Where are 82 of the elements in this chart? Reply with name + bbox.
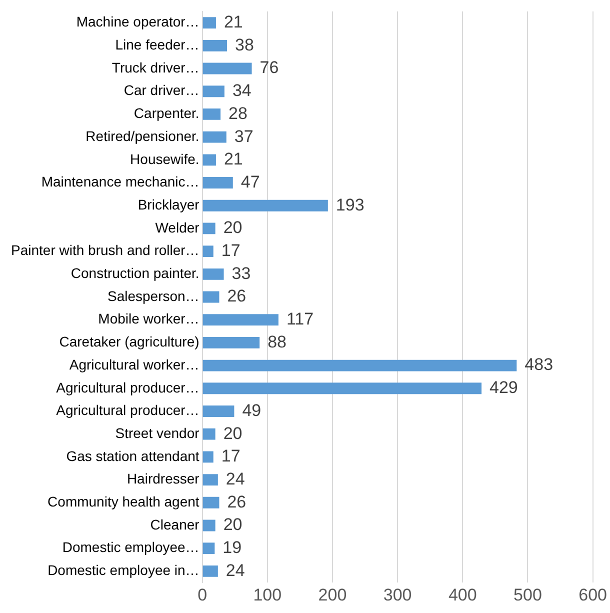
y-tick-label: Domestic employee in… [48, 562, 200, 578]
y-tick-label: Construction painter. [70, 265, 200, 282]
y-tick-label: Housewife. [130, 150, 200, 167]
data-label: 21 [224, 12, 243, 32]
bar [202, 62, 252, 74]
data-label: 21 [224, 150, 243, 169]
bar [202, 336, 260, 348]
y-tick-label: Mobile worker… [98, 310, 200, 327]
x-tick-label: 300 [383, 585, 412, 604]
bar [202, 542, 215, 554]
y-tick-label: Domestic employee… [62, 539, 200, 556]
data-label: 76 [260, 58, 279, 78]
bar [202, 108, 221, 120]
y-tick-label: Agricultural producer… [56, 402, 200, 418]
bar [202, 406, 234, 417]
data-label: 24 [226, 560, 245, 580]
data-label: 193 [336, 195, 364, 214]
y-tick-label: Cleaner [150, 516, 200, 532]
y-tick-label: Retired/pensioner. [86, 128, 200, 144]
bar [202, 496, 220, 508]
bar [202, 565, 218, 577]
x-tick-label: 600 [578, 585, 608, 604]
bar [202, 154, 216, 166]
bar [202, 520, 216, 532]
data-label: 33 [232, 264, 251, 283]
x-tick-label: 0 [198, 585, 208, 604]
y-tick-label: Carpenter. [134, 105, 200, 122]
y-tick-label: Community health agent [48, 493, 200, 510]
data-label: 117 [286, 310, 314, 329]
y-tick-label: Welder [155, 219, 200, 236]
bar [202, 177, 233, 188]
y-tick-label: Line feeder… [115, 36, 200, 53]
data-label: 17 [221, 240, 240, 260]
y-tick-label: Maintenance mechanic… [41, 174, 200, 190]
bar [202, 222, 216, 234]
y-tick-label: Bricklayer [138, 196, 200, 212]
x-tick-label: 400 [448, 585, 477, 604]
data-label: 24 [226, 469, 245, 488]
x-tick-label: 500 [514, 585, 542, 604]
bar [202, 131, 226, 143]
x-tick-label: 100 [253, 585, 282, 604]
bar [202, 200, 328, 212]
y-tick-label: Truck driver… [112, 59, 200, 76]
data-label: 47 [240, 172, 260, 192]
y-tick-label: Painter with brush and roller… [10, 242, 200, 258]
data-label: 37 [234, 126, 254, 146]
y-tick-label: Caretaker (agriculture) [59, 334, 200, 350]
data-label: 17 [221, 446, 240, 466]
y-tick-label: Salesperson… [107, 288, 200, 304]
bar [202, 40, 228, 52]
data-label: 483 [524, 355, 554, 374]
bar [202, 246, 214, 258]
bar [202, 428, 216, 440]
bar [202, 268, 224, 280]
y-tick-label: Machine operator… [76, 14, 200, 30]
y-tick-label: Hairdresser [126, 470, 200, 487]
data-label: 20 [223, 424, 242, 443]
x-tick-label: 200 [318, 585, 347, 604]
y-tick-label: Gas station attendant [66, 448, 200, 464]
bar [202, 474, 218, 486]
data-label: 49 [242, 400, 262, 420]
bar [202, 382, 482, 394]
bar [202, 451, 214, 463]
bar [202, 291, 220, 303]
data-label: 28 [228, 104, 248, 123]
y-tick-label: Street vendor [115, 424, 200, 441]
data-label: 19 [222, 538, 242, 558]
y-tick-label: Agricultural producer… [56, 379, 200, 396]
data-label: 34 [232, 81, 252, 100]
y-tick-label: Agricultural worker… [69, 356, 200, 372]
data-label: 38 [235, 35, 254, 54]
bar [202, 17, 216, 29]
data-label: 20 [223, 515, 242, 534]
data-label: 88 [268, 332, 287, 352]
bar [202, 360, 517, 372]
y-tick-label: Car driver… [124, 82, 200, 98]
data-label: 20 [223, 218, 242, 238]
data-label: 26 [227, 286, 246, 306]
bar [202, 314, 278, 326]
data-label: 429 [490, 378, 518, 398]
bar [202, 86, 224, 98]
data-label: 26 [227, 492, 246, 512]
